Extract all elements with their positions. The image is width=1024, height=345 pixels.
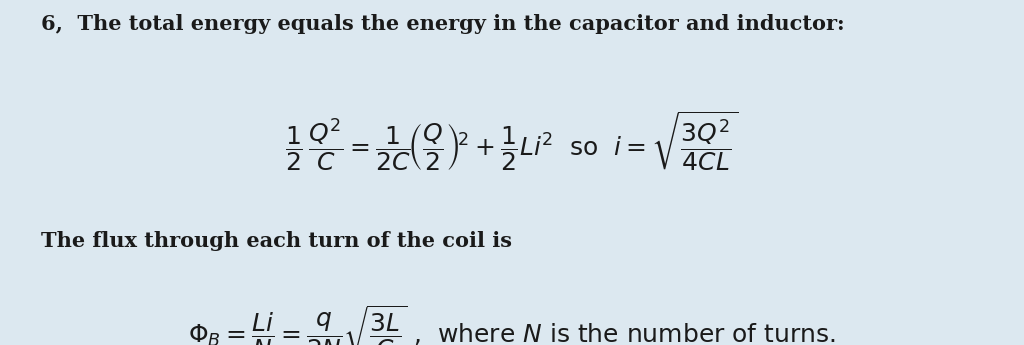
Text: $\Phi_{B} = \dfrac{Li}{N} = \dfrac{q}{2N}\sqrt{\dfrac{3L}{C}}$ ,  where $N$ is t: $\Phi_{B} = \dfrac{Li}{N} = \dfrac{q}{2N… — [188, 304, 836, 345]
Text: $\dfrac{1}{2}\,\dfrac{Q^2}{C} = \dfrac{1}{2C}\!\left(\dfrac{Q}{2}\right)^{\!2} +: $\dfrac{1}{2}\,\dfrac{Q^2}{C} = \dfrac{1… — [286, 110, 738, 175]
Text: The flux through each turn of the coil is: The flux through each turn of the coil i… — [41, 231, 512, 251]
Text: 6,  The total energy equals the energy in the capacitor and inductor:: 6, The total energy equals the energy in… — [41, 14, 845, 34]
